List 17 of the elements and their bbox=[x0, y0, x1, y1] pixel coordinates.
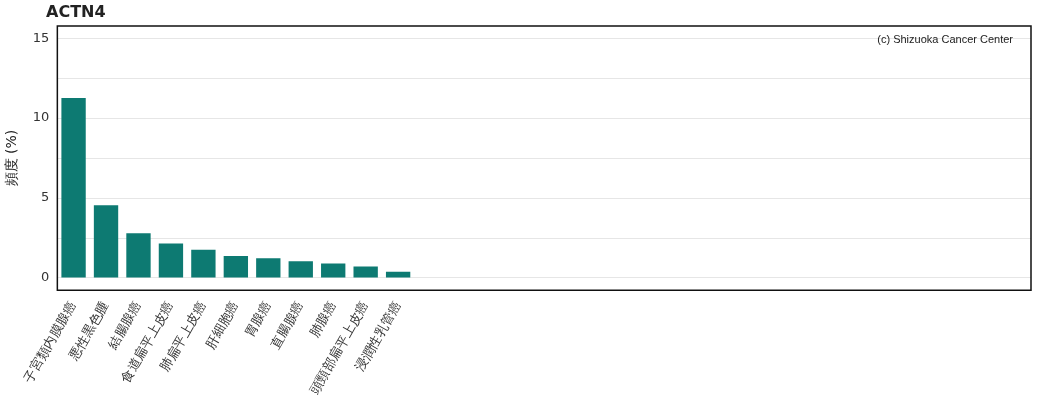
y-tick-label: 0 bbox=[41, 269, 50, 285]
bar bbox=[321, 263, 346, 278]
y-tick-label: 5 bbox=[41, 189, 50, 205]
annotation: (c) Shizuoka Cancer Center bbox=[877, 32, 1014, 45]
bar bbox=[353, 266, 378, 278]
bar bbox=[223, 256, 249, 278]
chart-title: ACTN4 bbox=[46, 2, 106, 21]
bar bbox=[256, 258, 281, 278]
y-axis-title: 頻度 (%) bbox=[3, 129, 20, 187]
bar bbox=[191, 249, 216, 278]
bar bbox=[61, 98, 86, 278]
bar bbox=[126, 233, 151, 278]
bar bbox=[93, 205, 119, 278]
bar bbox=[288, 261, 313, 278]
bar bbox=[158, 243, 184, 278]
y-tick-label: 15 bbox=[32, 29, 50, 45]
y-tick-label: 10 bbox=[32, 109, 50, 125]
